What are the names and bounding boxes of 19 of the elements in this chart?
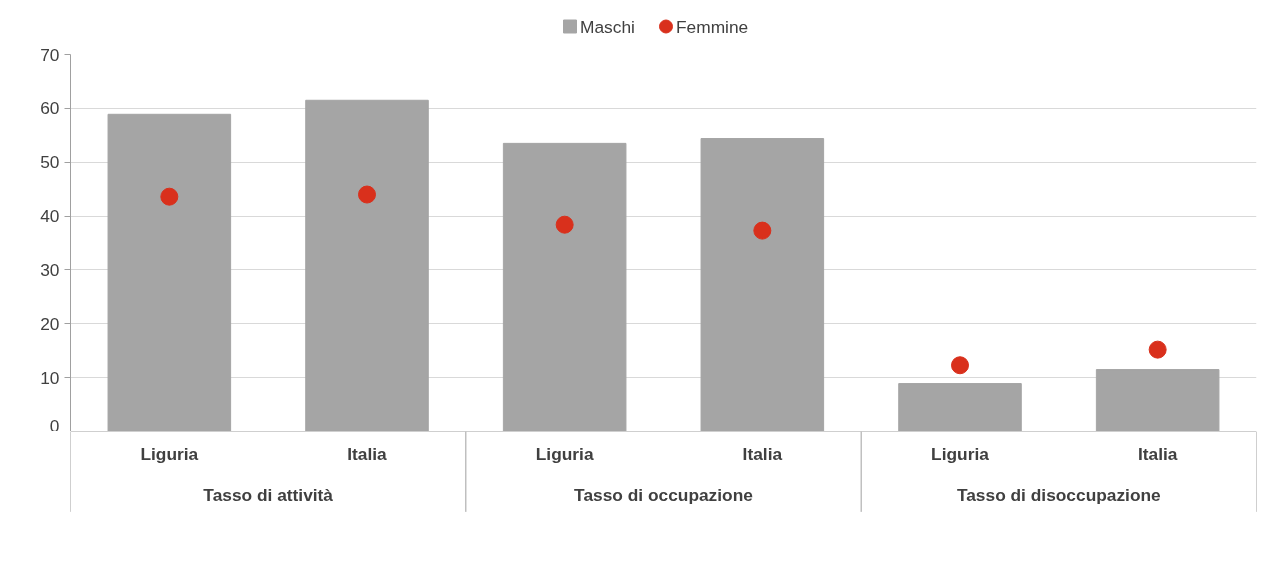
y-tick-label: 70: [40, 44, 60, 65]
x-tick-label: Italia: [347, 444, 388, 465]
y-tick-label: 0: [49, 415, 60, 436]
y-tick-label: 10: [40, 367, 60, 388]
legend-label: Femmine: [676, 16, 749, 37]
x-tick-label: Liguria: [140, 444, 199, 465]
y-tick-label: 40: [40, 206, 60, 227]
text: Tasso di disoccupazione: [956, 485, 1162, 506]
y-tick-label: 30: [40, 259, 60, 280]
x-tick-label: Italia: [742, 444, 783, 465]
x-tick-label: Italia: [1137, 444, 1178, 465]
y-tick-label: 20: [40, 313, 60, 334]
y-tick-label: 50: [40, 152, 60, 173]
x-tick-label: Liguria: [535, 444, 594, 465]
x-tick-label: Liguria: [931, 444, 990, 465]
y-tick-label: 60: [40, 98, 60, 119]
legend-label: Maschi: [580, 16, 635, 37]
text: Tasso di attività: [203, 485, 334, 506]
text: Tasso di occupazione: [574, 485, 754, 506]
